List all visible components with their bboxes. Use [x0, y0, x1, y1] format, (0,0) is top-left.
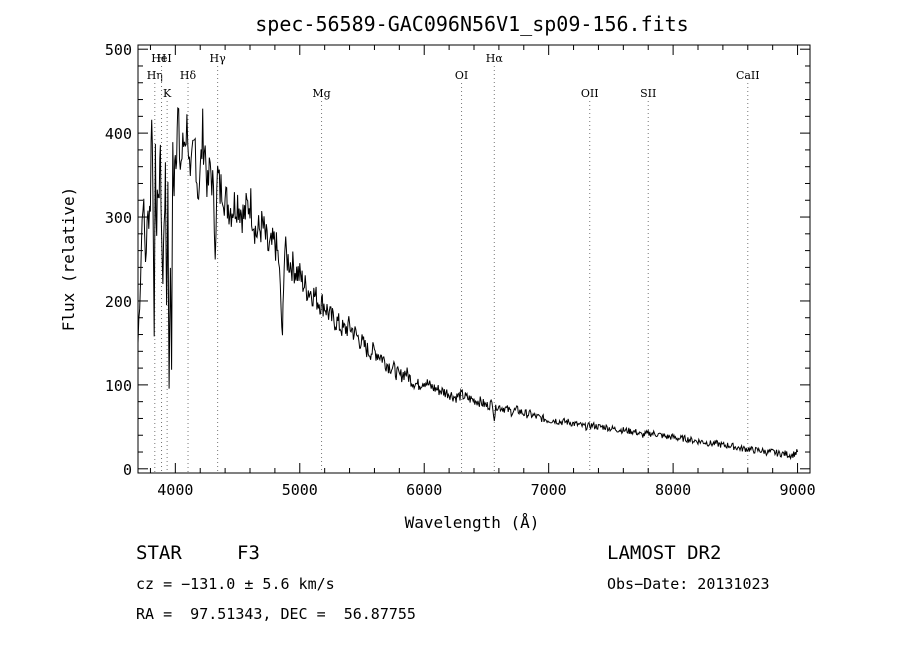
spectral-line-label: Mg: [312, 87, 330, 100]
spectrum-line: [137, 107, 799, 461]
redshift-text: cz = −131.0 ± 5.6 km/s: [136, 575, 335, 593]
spectral-line-label: H: [157, 52, 167, 65]
coordinates: RA = 97.51343, DEC = 56.87755: [136, 605, 416, 623]
object-class: STAR: [136, 542, 182, 564]
spectral-line-label: Hα: [486, 52, 504, 65]
x-tick-label: 5000: [282, 481, 318, 499]
x-tick-label: 9000: [779, 481, 815, 499]
obs-date: Obs−Date: 20131023: [607, 575, 770, 593]
survey-name: LAMOST DR2: [607, 542, 722, 564]
line-markers: Hη HeI K H Hδ Hγ Mg OI Hα OII SII CaII: [147, 52, 760, 473]
spectral-line-label: Hη: [147, 69, 163, 82]
y-tick-label: 300: [105, 209, 132, 227]
spectral-line-label: CaII: [736, 69, 760, 82]
spectral-line-label: OI: [455, 69, 468, 82]
x-tick-label: 4000: [157, 481, 193, 499]
y-tick-label: 200: [105, 293, 132, 311]
spectral-line-label: Hδ: [180, 69, 197, 82]
spectral-line-label: Hγ: [210, 52, 227, 65]
spectral-line-label: OII: [581, 87, 599, 100]
y-axis-label: Flux (relative): [59, 187, 78, 332]
spectral-line-label: K: [163, 87, 172, 100]
chart-title: spec-56589-GAC096N56V1_sp09-156.fits: [255, 12, 688, 36]
spectral-line-label: HeI: [151, 52, 171, 65]
y-tick-label: 0: [123, 461, 132, 479]
x-tick-label: 8000: [655, 481, 691, 499]
y-tick-label: 500: [105, 41, 132, 59]
x-tick-label: 7000: [531, 481, 567, 499]
y-tick-label: 400: [105, 125, 132, 143]
object-subclass: F3: [237, 542, 260, 564]
y-tick-label: 100: [105, 377, 132, 395]
x-tick-label: 6000: [406, 481, 442, 499]
plot-frame: [137, 44, 811, 474]
x-axis-label: Wavelength (Å): [405, 513, 540, 532]
spectral-line-label: SII: [640, 87, 656, 100]
axis-ticks: 4000 5000 6000 7000 8000 9000 0 100 200 300 400 500: [105, 41, 816, 499]
